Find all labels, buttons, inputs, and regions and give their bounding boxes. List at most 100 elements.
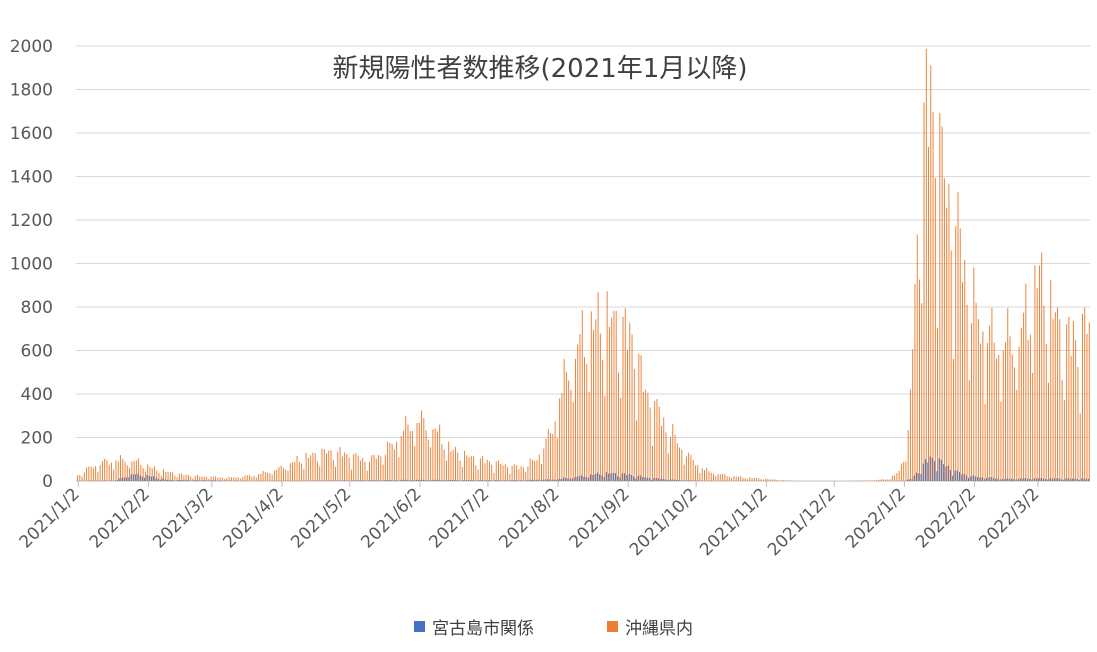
bar-okinawa [153, 466, 155, 481]
bar-okinawa [518, 469, 520, 481]
bar-okinawa [144, 471, 146, 481]
bar-miyakojima [338, 480, 340, 481]
bar-okinawa [699, 472, 701, 481]
bar-miyakojima [406, 479, 408, 481]
bar-okinawa [900, 463, 902, 481]
bar-okinawa [1057, 307, 1059, 481]
bar-okinawa [1068, 316, 1070, 481]
bar-okinawa [971, 323, 973, 481]
bar-okinawa [735, 476, 737, 481]
bar-okinawa [251, 476, 253, 481]
bar-okinawa [203, 476, 205, 481]
bar-okinawa [631, 334, 633, 481]
bar-okinawa [86, 467, 88, 481]
bar-miyakojima [205, 480, 207, 481]
bar-okinawa [242, 477, 244, 481]
bar-miyakojima [1085, 478, 1087, 481]
bar-miyakojima [637, 475, 639, 481]
bar-miyakojima [200, 480, 202, 481]
bar-miyakojima [119, 478, 121, 481]
bar-miyakojima [395, 480, 397, 481]
bar-okinawa [595, 319, 597, 481]
bar-miyakojima [1042, 478, 1044, 481]
bar-miyakojima [132, 474, 134, 481]
y-tick-label: 200 [21, 429, 53, 449]
bar-okinawa [1038, 265, 1040, 481]
bar-okinawa [366, 470, 368, 481]
bar-okinawa [608, 326, 610, 481]
bar-okinawa [941, 126, 943, 481]
bar-miyakojima [986, 477, 988, 481]
bar-okinawa [335, 466, 337, 481]
bar-miyakojima [146, 474, 148, 481]
bar-okinawa [916, 234, 918, 481]
bar-miyakojima [399, 480, 401, 481]
bar-miyakojima [187, 480, 189, 481]
bar-okinawa [482, 456, 484, 481]
bar-okinawa [208, 479, 210, 481]
bar-okinawa [233, 477, 235, 481]
bar-miyakojima [553, 479, 555, 481]
bar-okinawa [185, 474, 187, 481]
bar-miyakojima [490, 480, 492, 481]
bar-okinawa [414, 445, 416, 481]
y-tick-label: 1200 [10, 211, 53, 231]
bar-miyakojima [1083, 478, 1085, 481]
y-tick-label: 2000 [10, 37, 53, 57]
bar-okinawa [731, 477, 733, 481]
bar-okinawa [756, 477, 758, 481]
bar-okinawa [316, 461, 318, 481]
bar-miyakojima [481, 479, 483, 481]
bar-okinawa [425, 430, 427, 481]
bar-miyakojima [418, 479, 419, 481]
bar-okinawa [629, 322, 631, 481]
bar-okinawa [584, 357, 585, 481]
bar-okinawa [305, 452, 307, 481]
bar-miyakojima [1078, 479, 1080, 481]
bar-miyakojima [141, 476, 143, 481]
bar-okinawa [1027, 339, 1029, 481]
bar-okinawa [1011, 354, 1013, 481]
bar-okinawa [660, 425, 662, 481]
bar-okinawa [914, 284, 916, 481]
bar-miyakojima [436, 479, 438, 481]
bar-miyakojima [624, 473, 625, 481]
bar-okinawa [378, 455, 380, 481]
bar-okinawa [249, 475, 251, 481]
bar-okinawa [174, 475, 176, 481]
bar-miyakojima [128, 477, 130, 481]
bar-okinawa [982, 331, 984, 481]
bar-okinawa [658, 406, 660, 481]
bar-okinawa [90, 466, 92, 481]
bar-miyakojima [565, 477, 567, 481]
bar-okinawa [1041, 252, 1043, 481]
bar-okinawa [758, 478, 760, 481]
bar-miyakojima [522, 480, 524, 481]
bar-okinawa [599, 333, 601, 481]
bar-okinawa [588, 392, 590, 481]
y-tick-label: 1000 [10, 255, 53, 275]
bar-miyakojima [1063, 479, 1065, 481]
bar-miyakojima [173, 480, 175, 481]
bar-okinawa [500, 463, 502, 481]
bar-okinawa [1007, 308, 1009, 481]
bar-okinawa [543, 448, 545, 481]
bar-okinawa [178, 473, 180, 481]
bar-okinawa [645, 389, 647, 481]
bar-okinawa [285, 469, 287, 481]
bar-okinawa [511, 465, 513, 481]
bar-okinawa [649, 407, 651, 481]
bar-okinawa [219, 477, 221, 481]
bar-okinawa [984, 403, 986, 481]
bar-miyakojima [513, 480, 515, 481]
bar-okinawa [509, 474, 511, 481]
bar-okinawa [278, 467, 280, 481]
bar-okinawa [869, 480, 871, 481]
bar-okinawa [679, 447, 681, 481]
bar-miyakojima [393, 480, 395, 481]
bar-okinawa [538, 454, 540, 481]
bar-miyakojima [166, 479, 168, 481]
bar-miyakojima [599, 474, 601, 481]
bar-okinawa [224, 479, 226, 481]
